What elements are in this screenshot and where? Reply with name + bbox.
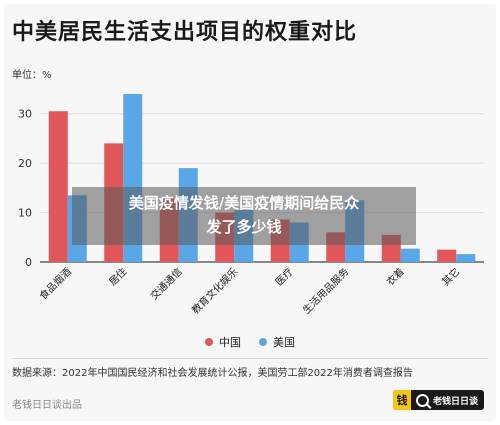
x-tick-label: 教育文化娱乐	[189, 265, 241, 317]
overlay-line-1: 美国疫情发钱/美国疫情期间给民众	[128, 194, 360, 212]
x-tick-label: 衣着	[384, 265, 407, 288]
caption-overlay: 美国疫情发钱/美国疫情期间给民众 发了多少钱	[72, 187, 416, 245]
brand-logo-icon: 钱	[392, 390, 411, 410]
y-tick-label: 30	[18, 108, 32, 121]
y-tick-label: 0	[25, 256, 32, 269]
x-tick-label: 交通通信	[147, 265, 184, 302]
y-tick-label: 20	[18, 157, 32, 170]
legend-label: 美国	[273, 336, 295, 349]
x-tick-label: 居住	[106, 265, 129, 288]
source-note: 数据来源：2022年中国国民经济和社会发展统计公报，美国劳工部2022年消费者调…	[12, 368, 413, 379]
chart-title: 中美居民生活支出项目的权重对比	[12, 20, 358, 45]
legend-dot-icon	[259, 338, 267, 346]
legend-dot-icon	[205, 338, 213, 346]
brand-badge: 钱 老钱日日谈	[392, 390, 484, 410]
legend: 中国 美国	[4, 334, 496, 350]
x-tick-label: 食品烟酒	[36, 265, 73, 302]
bar-chart: 0 10 20 30 食品烟酒 居住 交通通信 教育文化娱乐 医疗 生活用品服务 衣着 其它	[18, 93, 484, 317]
x-tick-label: 生活用品服务	[300, 265, 352, 317]
x-tick-label: 医疗	[273, 265, 296, 288]
y-tick-label: 10	[18, 207, 32, 220]
search-icon	[415, 393, 429, 407]
divider	[12, 358, 488, 359]
overlay-line-2: 发了多少钱	[206, 218, 282, 236]
chart-card: 中美居民生活支出项目的权重对比 单位：% 0 10 20 30 食品烟酒 居住 交通通信 教育…	[4, 4, 496, 421]
unit-label: 单位：%	[12, 70, 52, 81]
bar-china	[437, 249, 457, 262]
bar-china	[48, 111, 68, 262]
brand-text: 老钱日日谈	[432, 396, 478, 407]
legend-label: 中国	[219, 336, 241, 349]
footer-credit: 老钱日日谈出品	[12, 400, 82, 411]
x-tick-label: 其它	[439, 265, 462, 288]
legend-item: 中国	[205, 334, 241, 350]
legend-item: 美国	[259, 334, 295, 350]
bar-usa	[456, 254, 476, 262]
bar-usa	[400, 248, 420, 262]
